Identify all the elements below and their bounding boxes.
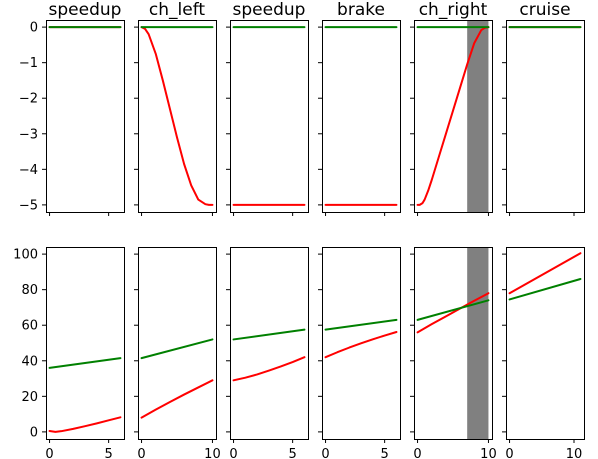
panel-2-5-shaded-region xyxy=(467,247,489,439)
panel-2-5-xtick-label: 0 xyxy=(413,447,421,459)
panel-1-5-series-red-line xyxy=(416,26,490,206)
panel-2-6-series-green-line xyxy=(508,278,582,301)
panel-1-2-series-red-line xyxy=(140,26,214,206)
panel-2-2-series-green-line xyxy=(140,338,214,360)
panel-1-1-ytick-label: −5 xyxy=(19,198,38,213)
panel-2-5-series-green-line xyxy=(416,299,490,321)
panel-2-1-ytick-label: 80 xyxy=(21,283,38,298)
panel-2-2-series-red-line xyxy=(140,379,214,419)
panel-1-6-frame xyxy=(506,20,585,213)
panel-2-4-series-red-line xyxy=(324,330,398,359)
panel-1-1-frame xyxy=(46,20,125,213)
panel-2-3-xtick-label: 0 xyxy=(229,447,237,459)
panel-2-1-frame xyxy=(46,247,125,440)
panel-1-1-title: speedup xyxy=(49,0,122,20)
panel-2-6-frame xyxy=(506,247,585,440)
panel-2-5-frame xyxy=(414,247,493,440)
panel-1-6-title: cruise xyxy=(519,0,570,20)
panel-1-1-ytick-label: −1 xyxy=(19,56,38,71)
panel-2-4-frame xyxy=(322,247,401,440)
panel-1-3-frame xyxy=(230,20,309,213)
panel-1-2-frame xyxy=(138,20,217,213)
panel-2-3-frame xyxy=(230,247,309,440)
panel-2-5-series-red-line xyxy=(416,292,490,334)
panel-2-2-frame xyxy=(138,247,217,440)
panel-1-5-shaded-region xyxy=(467,20,489,212)
panel-2-1-xtick-label: 0 xyxy=(45,447,53,459)
panel-2-4-xtick-label: 0 xyxy=(321,447,329,459)
panel-2-2-xtick-label: 0 xyxy=(137,447,145,459)
panel-2-1-ytick-label: 60 xyxy=(21,319,38,334)
panel-2-3-xtick-label: 5 xyxy=(288,447,296,459)
panel-2-6-xtick-label: 10 xyxy=(566,447,583,459)
panel-2-1-xtick-label: 5 xyxy=(104,447,112,459)
panel-2-1-series-red-line xyxy=(48,416,122,433)
panel-1-4-frame xyxy=(322,20,401,213)
panel-1-3-title: speedup xyxy=(233,0,306,20)
panel-2-1-ytick-label: 0 xyxy=(30,425,38,440)
panel-2-3-series-green-line xyxy=(232,328,306,341)
panel-2-1-ytick-label: 100 xyxy=(13,248,38,263)
panel-2-6-series-red-line xyxy=(508,252,582,295)
panel-1-1-ytick-label: 0 xyxy=(30,21,38,36)
panel-2-1-ytick-label: 40 xyxy=(21,354,38,369)
panel-2-1-ytick-label: 20 xyxy=(21,390,38,405)
panel-1-1-ytick-label: −2 xyxy=(19,92,38,107)
panel-2-3-series-red-line xyxy=(232,356,306,382)
panel-2-2-xtick-label: 10 xyxy=(204,447,221,459)
panel-2-4-xtick-label: 5 xyxy=(380,447,388,459)
panel-2-5-xtick-label: 10 xyxy=(480,447,497,459)
panel-2-1-series-green-line xyxy=(48,357,122,369)
panel-2-4-series-green-line xyxy=(324,318,398,331)
panel-2-6-xtick-label: 0 xyxy=(505,447,513,459)
panel-1-5-frame xyxy=(414,20,493,213)
panel-1-1-ytick-label: −3 xyxy=(19,127,38,142)
panel-1-2-title: ch_left xyxy=(149,0,205,20)
panel-1-1-ytick-label: −4 xyxy=(19,163,38,178)
panel-1-5-title: ch_right xyxy=(419,0,488,20)
panel-1-4-title: brake xyxy=(337,0,385,20)
